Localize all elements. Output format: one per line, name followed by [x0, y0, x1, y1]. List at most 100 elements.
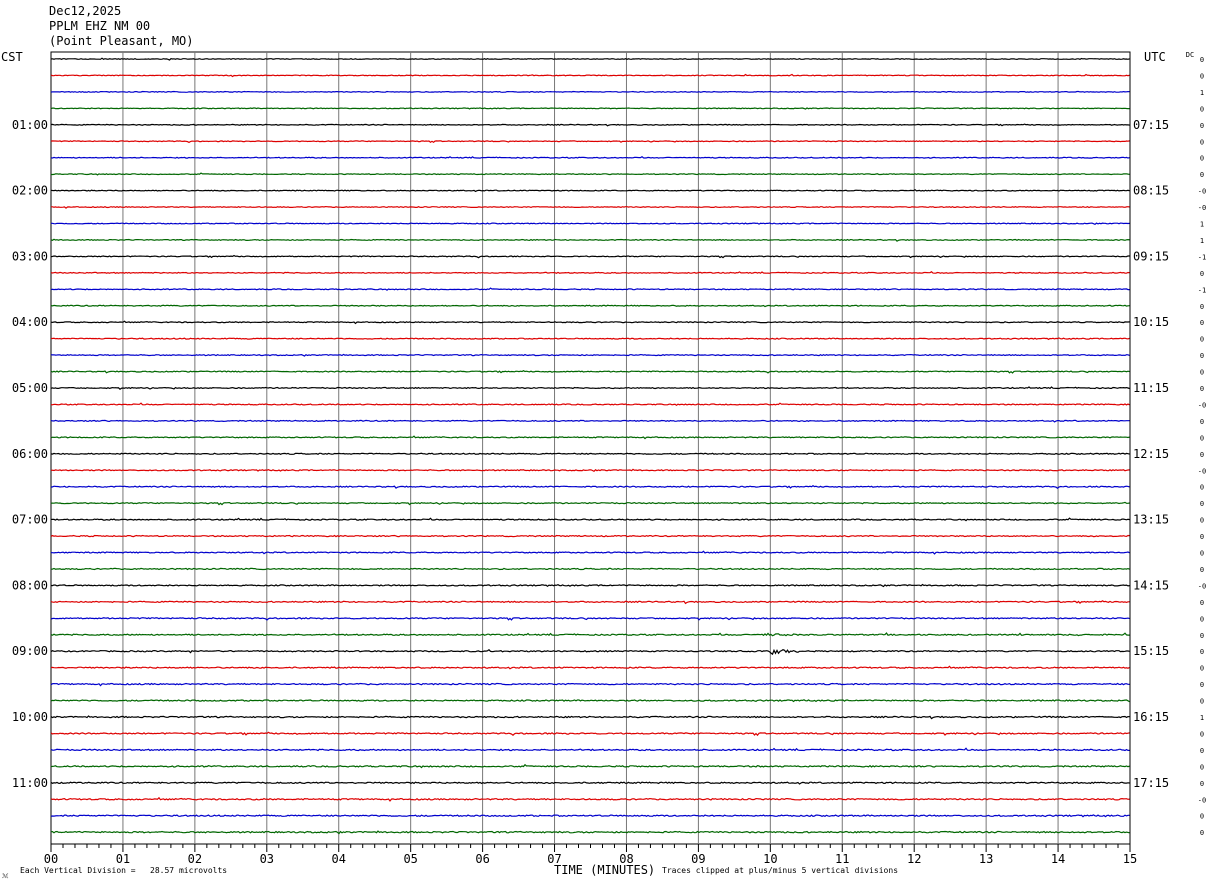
right-hour-label: 08:15 [1133, 184, 1169, 198]
header-station: PPLM EHZ NM 00 [49, 19, 151, 33]
seismic-trace [50, 140, 1130, 144]
seismic-trace [50, 452, 1130, 455]
seismic-trace [50, 419, 1130, 423]
seismic-trace [50, 517, 1130, 522]
dc-offset-label: 0 [1200, 418, 1204, 426]
x-tick-label: 07 [547, 852, 561, 866]
seismic-trace [50, 320, 1130, 325]
seismic-trace [51, 172, 1130, 176]
seismic-trace [50, 188, 1130, 193]
seismic-trace [50, 107, 1130, 110]
x-tick-label: 05 [403, 852, 417, 866]
dc-offset-label: -0 [1198, 467, 1206, 475]
dc-offset-label: 0 [1200, 698, 1204, 706]
left-hour-label: 08:00 [12, 578, 48, 592]
seismic-trace [50, 747, 1130, 752]
seismic-trace [50, 830, 1130, 835]
x-tick-label: 01 [116, 852, 130, 866]
seismic-trace [50, 550, 1130, 555]
dc-offset-label: 0 [1200, 500, 1204, 508]
dc-offset-label: 1 [1200, 89, 1204, 97]
x-tick-label: 12 [907, 852, 921, 866]
seismic-trace [50, 304, 1130, 308]
seismic-trace [50, 468, 1130, 473]
dc-offset-label: 0 [1200, 171, 1204, 179]
x-tick-label: 03 [260, 852, 274, 866]
x-tick-label: 15 [1123, 852, 1137, 866]
dc-offset-label: 0 [1200, 336, 1204, 344]
seismic-trace [50, 616, 1130, 621]
left-hour-label: 04:00 [12, 315, 48, 329]
seismic-trace [50, 632, 1130, 637]
seismic-trace [50, 386, 1130, 390]
seismic-trace [50, 287, 1130, 291]
footer-clip-note: Traces clipped at plus/minus 5 vertical … [662, 866, 899, 875]
dc-offset-label: -0 [1198, 796, 1206, 804]
seismic-trace [50, 699, 1130, 703]
right-hour-label: 12:15 [1133, 447, 1169, 461]
seismic-trace [50, 648, 1130, 656]
dc-offset-label: 0 [1200, 615, 1204, 623]
right-hour-label: 14:15 [1133, 578, 1169, 592]
x-tick-label: 00 [44, 852, 58, 866]
seismic-trace [50, 600, 1130, 605]
dc-offset-label: 0 [1200, 648, 1204, 656]
seismic-trace [50, 90, 1130, 93]
left-hour-label: 03:00 [12, 249, 48, 263]
dc-offset-label: 0 [1200, 138, 1204, 146]
x-axis-title: TIME (MINUTES) [554, 863, 656, 877]
dc-offset-label: 0 [1200, 763, 1204, 771]
dc-offset-label: 0 [1200, 155, 1204, 163]
left-hour-label: 09:00 [12, 644, 48, 658]
dc-offset-label: 0 [1200, 72, 1204, 80]
dc-offset-label: 0 [1200, 550, 1204, 558]
seismic-trace [50, 763, 1130, 769]
seismic-trace [50, 682, 1130, 687]
seismic-trace [50, 353, 1130, 357]
dc-offset-label: 1 [1200, 221, 1204, 229]
right-hour-label: 09:15 [1133, 249, 1169, 263]
seismic-trace [50, 435, 1130, 440]
dc-offset-label: 0 [1200, 105, 1204, 113]
dc-offset-label: 0 [1200, 599, 1204, 607]
x-tick-label: 04 [332, 852, 346, 866]
dc-offset-label: 0 [1200, 517, 1204, 525]
left-hour-label: 01:00 [12, 118, 48, 132]
dc-offset-label: -1 [1198, 253, 1206, 261]
seismic-trace [50, 155, 1130, 159]
x-tick-label: 10 [763, 852, 777, 866]
dc-offset-label: 0 [1200, 730, 1204, 738]
dc-offset-label: 0 [1200, 385, 1204, 393]
dc-offset-label: 0 [1200, 484, 1204, 492]
seismic-trace [50, 567, 1130, 571]
x-tick-label: 13 [979, 852, 993, 866]
right-hour-label: 16:15 [1133, 710, 1169, 724]
dc-offset-label: 0 [1200, 434, 1204, 442]
seismic-trace [50, 57, 1130, 61]
dc-offset-label: 0 [1200, 533, 1204, 541]
dc-offset-label: 0 [1200, 681, 1204, 689]
dc-offset-label: 0 [1200, 122, 1204, 130]
seismic-trace [50, 781, 1130, 785]
seismic-trace [50, 271, 1130, 274]
x-tick-label: 09 [691, 852, 705, 866]
right-hour-label: 13:15 [1133, 513, 1169, 527]
x-tick-label: 02 [188, 852, 202, 866]
footer-scale-note: Each Vertical Division = 28.57 microvolt… [20, 866, 228, 875]
left-hour-label: 10:00 [12, 710, 48, 724]
x-tick-label: 11 [835, 852, 849, 866]
seismic-trace [51, 337, 1130, 341]
seismic-trace [50, 665, 1130, 670]
seismic-trace [50, 814, 1130, 818]
seismic-trace [50, 402, 1130, 407]
dc-offset-label: -0 [1198, 582, 1206, 590]
dc-offset-label: 0 [1200, 813, 1204, 821]
seismic-trace [51, 222, 1130, 225]
dc-offset-label: -1 [1198, 286, 1206, 294]
right-hour-label: 15:15 [1133, 644, 1169, 658]
seismic-trace [50, 123, 1130, 127]
dc-offset-label: 0 [1200, 352, 1204, 360]
dc-offset-label: -0 [1198, 401, 1206, 409]
seismic-trace [50, 484, 1130, 489]
